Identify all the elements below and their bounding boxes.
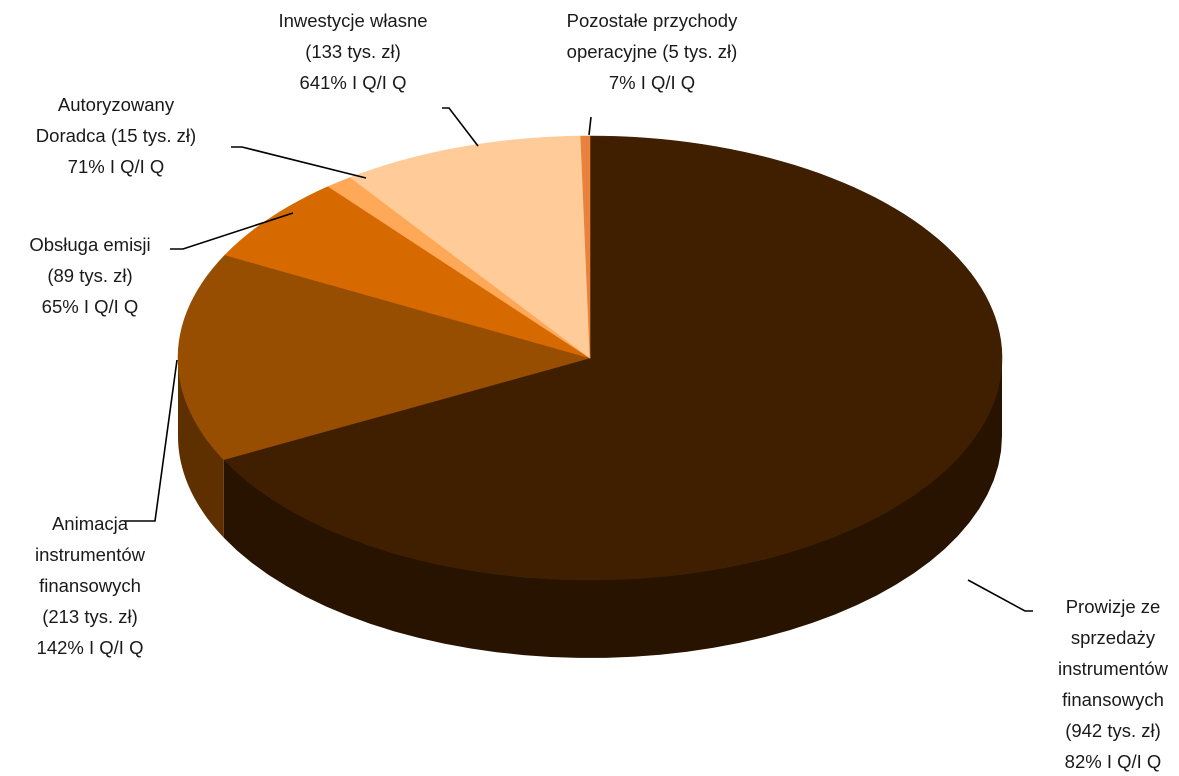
data-label-line: Pozostałe przychody xyxy=(567,10,738,31)
pie-side-0 xyxy=(223,358,1003,658)
pie-slice-4 xyxy=(349,135,591,359)
data-label-line: (133 tys. zł) xyxy=(305,41,401,62)
data-label-line: (213 tys. zł) xyxy=(42,606,138,627)
data-label-line: finansowych xyxy=(39,575,141,596)
pie-slices xyxy=(177,135,1003,581)
data-label-4: Inwestycje własne (133 tys. zł) 641% I Q/I… xyxy=(278,10,427,93)
data-label-3: Autoryzowany Doradca (15 tys. zł) 71% I Q/… xyxy=(36,94,196,177)
leader-line-0 xyxy=(967,579,1033,612)
data-label-line: 82% I Q/I Q xyxy=(1065,751,1162,772)
leader-line-4 xyxy=(442,107,479,147)
data-label-1: Animacja instrumentów finansowych (213 tys.… xyxy=(35,513,146,658)
data-label-line: operacyjne (5 tys. zł) xyxy=(567,41,738,62)
data-label-line: 641% I Q/I Q xyxy=(300,72,407,93)
data-label-line: Autoryzowany xyxy=(58,94,175,115)
data-label-line: 7% I Q/I Q xyxy=(609,72,695,93)
pie-side-1 xyxy=(178,358,224,538)
data-label-line: 142% I Q/I Q xyxy=(37,637,144,658)
pie-slice-2 xyxy=(224,186,591,359)
data-label-2: Obsługa emisji (89 tys. zł) 65% I Q/I Q xyxy=(29,234,150,317)
leader-line-1 xyxy=(124,359,178,522)
data-label-line: finansowych xyxy=(1062,689,1164,710)
data-label-line: 71% I Q/I Q xyxy=(68,156,165,177)
data-label-line: (942 tys. zł) xyxy=(1065,720,1161,741)
data-label-0: Prowizje ze sprzedaży instrumentów finansow… xyxy=(1058,596,1169,772)
data-label-line: Doradca (15 tys. zł) xyxy=(36,125,196,146)
data-label-line: sprzedaży xyxy=(1071,627,1156,648)
data-label-line: (89 tys. zł) xyxy=(47,265,132,286)
data-label-line: 65% I Q/I Q xyxy=(42,296,139,317)
data-label-line: instrumentów xyxy=(35,544,146,565)
leader-line-2 xyxy=(170,212,294,250)
data-label-line: Inwestycje własne xyxy=(278,10,427,31)
leader-lines xyxy=(124,107,1033,612)
pie-slice-5 xyxy=(580,135,591,359)
pie-slice-0 xyxy=(223,135,1003,581)
data-label-line: Animacja xyxy=(52,513,129,534)
data-label-5: Pozostałe przychody operacyjne (5 tys. zł… xyxy=(567,10,738,93)
leader-line-3 xyxy=(231,146,367,179)
data-label-line: Obsługa emisji xyxy=(29,234,150,255)
leader-line-5 xyxy=(588,116,592,136)
pie-slice-1 xyxy=(177,254,592,460)
data-label-line: instrumentów xyxy=(1058,658,1169,679)
data-label-line: Prowizje ze xyxy=(1066,596,1161,617)
pie-slice-3 xyxy=(327,177,591,359)
pie-sides xyxy=(178,358,1003,658)
data-labels: Prowizje ze sprzedaży instrumentów finansow… xyxy=(29,10,1168,772)
